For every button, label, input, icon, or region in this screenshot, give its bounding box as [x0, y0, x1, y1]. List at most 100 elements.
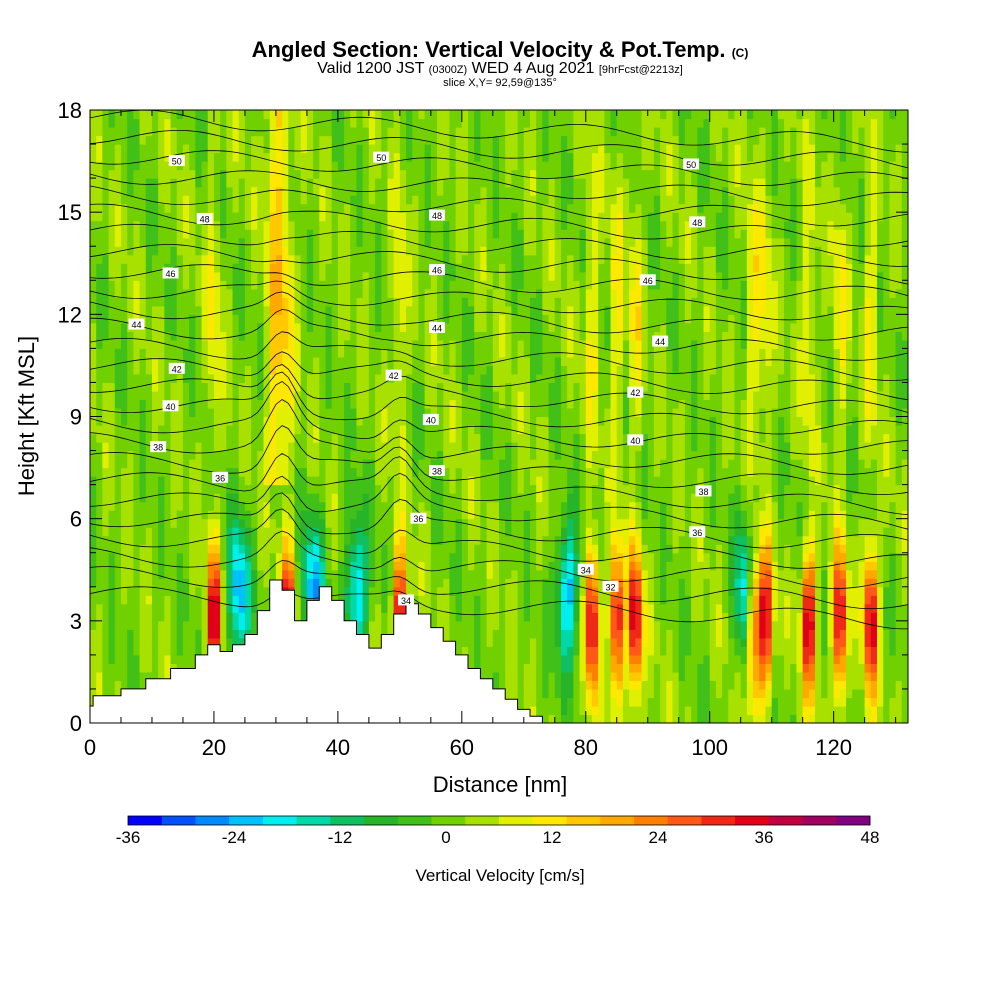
velocity-cell [406, 484, 413, 494]
velocity-cell [251, 518, 258, 528]
velocity-cell [375, 586, 382, 596]
velocity-cell [393, 144, 401, 154]
velocity-cell [375, 603, 382, 613]
velocity-cell [108, 433, 116, 443]
velocity-cell [201, 186, 209, 196]
velocity-cell [331, 425, 339, 435]
velocity-cell [294, 178, 302, 188]
velocity-cell [145, 195, 153, 205]
velocity-cell [517, 527, 525, 537]
velocity-cell [133, 442, 141, 452]
velocity-cell [114, 493, 122, 503]
velocity-cell [337, 484, 345, 494]
velocity-cell [356, 603, 364, 613]
velocity-cell [468, 663, 475, 673]
velocity-cell [480, 263, 488, 273]
velocity-cell [505, 314, 512, 324]
velocity-cell [486, 203, 494, 213]
velocity-cell [356, 229, 364, 239]
velocity-cell [406, 186, 413, 196]
velocity-cell [120, 569, 128, 579]
velocity-cell [213, 229, 221, 239]
velocity-cell [468, 339, 475, 349]
velocity-cell [294, 118, 302, 128]
velocity-cell [499, 322, 506, 332]
velocity-cell [393, 220, 401, 230]
velocity-cell [455, 459, 463, 469]
velocity-cell [517, 697, 525, 707]
velocity-cell [151, 467, 159, 477]
velocity-cell [269, 484, 277, 494]
velocity-cell [362, 603, 370, 613]
velocity-cell [492, 535, 500, 545]
velocity-cell [164, 535, 172, 545]
velocity-cell [325, 246, 333, 256]
velocity-cell [387, 425, 395, 435]
velocity-cell [313, 263, 320, 273]
velocity-cell [288, 237, 296, 247]
velocity-cell [133, 595, 141, 605]
velocity-cell [151, 127, 159, 137]
velocity-cell [474, 399, 482, 409]
velocity-cell [455, 348, 463, 358]
velocity-cell [114, 212, 122, 222]
velocity-cell [368, 544, 376, 554]
velocity-cell [381, 467, 389, 477]
velocity-cell [176, 442, 184, 452]
velocity-cell [468, 637, 475, 647]
velocity-cell [207, 254, 215, 264]
velocity-cell [319, 433, 327, 443]
velocity-cell [393, 212, 401, 222]
velocity-cell [145, 586, 153, 596]
velocity-cell [480, 476, 488, 486]
velocity-cell [114, 450, 122, 460]
velocity-cell [238, 450, 246, 460]
velocity-cell [158, 144, 165, 154]
velocity-cell [96, 220, 103, 230]
velocity-cell [319, 195, 327, 205]
velocity-cell [201, 373, 209, 384]
velocity-cell [269, 569, 277, 579]
velocity-cell [381, 339, 389, 349]
velocity-cell [164, 348, 172, 358]
velocity-cell [455, 450, 463, 460]
velocity-cell [406, 220, 413, 230]
velocity-cell [337, 254, 345, 264]
velocity-cell [220, 450, 227, 460]
velocity-cell [443, 476, 451, 486]
velocity-cell [170, 280, 178, 290]
velocity-cell [257, 365, 265, 375]
velocity-cell [269, 254, 277, 264]
velocity-cell [356, 314, 364, 324]
velocity-cell [282, 305, 289, 315]
velocity-cell [158, 169, 165, 179]
velocity-cell [356, 356, 364, 367]
velocity-cell [430, 493, 438, 503]
velocity-cell [443, 501, 451, 511]
velocity-cell [350, 178, 358, 188]
velocity-cell [412, 527, 420, 537]
velocity-cell [474, 246, 482, 256]
velocity-cell [474, 127, 482, 137]
velocity-cell [120, 535, 128, 545]
velocity-cell [102, 416, 110, 426]
velocity-cell [399, 144, 407, 154]
velocity-cell [151, 229, 159, 239]
velocity-cell [182, 629, 190, 639]
velocity-cell [375, 271, 382, 281]
velocity-cell [90, 152, 97, 162]
velocity-cell [368, 407, 376, 418]
velocity-cell [288, 322, 296, 332]
velocity-cell [139, 637, 147, 647]
velocity-cell [282, 280, 289, 290]
velocity-cell [492, 680, 500, 690]
velocity-cell [232, 288, 240, 298]
velocity-cell [207, 569, 215, 579]
velocity-cell [164, 237, 172, 247]
velocity-cell [449, 552, 457, 562]
velocity-cell [399, 220, 407, 230]
velocity-cell [511, 118, 519, 128]
velocity-cell [282, 527, 289, 537]
velocity-cell [226, 144, 234, 154]
velocity-cell [164, 127, 172, 137]
